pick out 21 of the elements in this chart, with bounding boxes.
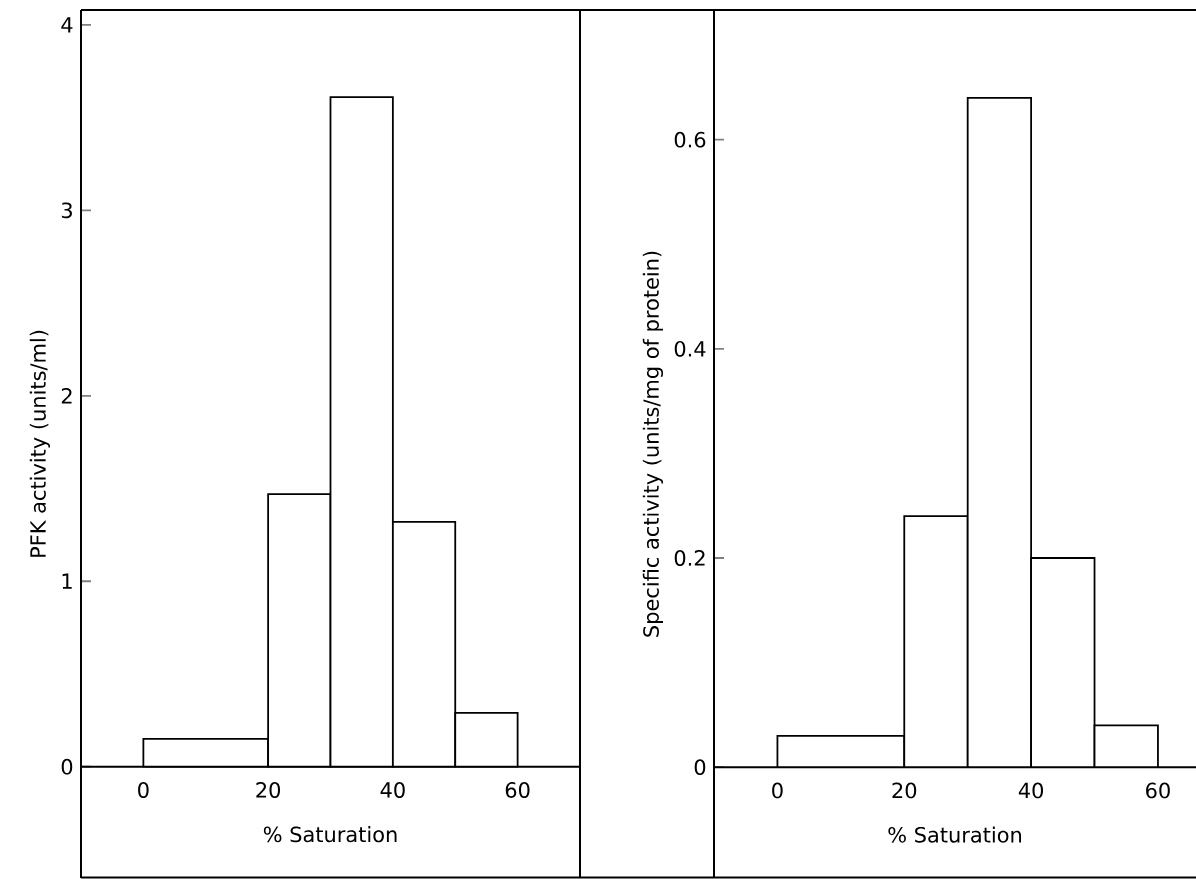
x-tick-label: 0 [772, 782, 783, 799]
y-axis-title: Specific activity (units/mg of protein) [642, 251, 664, 637]
y-tick-label: 0.6 [674, 131, 706, 148]
x-tick-label: 20 [256, 782, 281, 798]
y-tick-label: 0.2 [674, 550, 705, 566]
y-tick-label: 0 [694, 759, 706, 776]
y-tick-label: 1 [62, 573, 72, 589]
x-tick-label: 40 [1018, 782, 1044, 799]
y-tick-label: 4 [61, 17, 73, 33]
x-tick-label: 40 [380, 782, 405, 798]
y-tick-label: 2 [61, 388, 72, 404]
x-tick-label: 60 [505, 782, 530, 798]
x-tick-label: 60 [1146, 782, 1170, 799]
y-tick-label: 0.4 [674, 340, 706, 357]
x-axis-title: % Saturation [888, 826, 1021, 843]
x-tick-label: 0 [138, 782, 149, 798]
y-axis-title: PFK activity (units/ml) [29, 330, 50, 557]
x-axis-title: % Saturation [263, 826, 397, 843]
y-tick-label: 0 [61, 758, 73, 775]
x-tick-label: 20 [892, 782, 917, 799]
y-tick-label: 3 [61, 202, 72, 219]
